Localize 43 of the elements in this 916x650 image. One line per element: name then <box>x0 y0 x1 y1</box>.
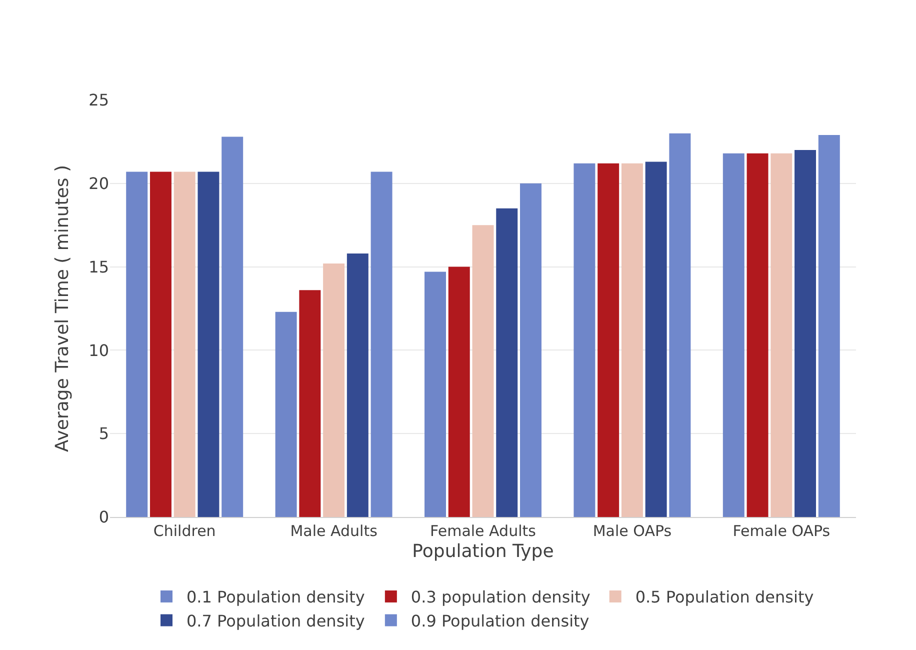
y-tick-label: 20 <box>88 174 109 193</box>
bar <box>222 136 244 517</box>
y-tick-label: 25 <box>88 90 109 110</box>
bar <box>370 172 392 517</box>
bar <box>346 253 368 517</box>
bar <box>472 225 494 517</box>
y-axis-title: Average Travel Time ( minutes ) <box>52 165 73 452</box>
y-tick-label: 0 <box>98 508 109 527</box>
bar <box>496 208 518 517</box>
bar <box>448 266 470 517</box>
bar <box>669 133 691 517</box>
bar <box>794 150 816 517</box>
y-tick-label: 5 <box>98 424 109 444</box>
bar <box>299 290 321 517</box>
y-tick-label: 15 <box>88 257 109 276</box>
bar <box>198 172 220 517</box>
legend-label: 0.9 Population density <box>410 611 590 630</box>
bar <box>621 163 643 517</box>
bar <box>574 163 596 517</box>
bar <box>323 263 345 517</box>
bar <box>126 172 148 517</box>
bar <box>150 172 172 517</box>
bar <box>275 312 297 517</box>
bar <box>424 272 446 517</box>
legend-label: 0.1 Population density <box>186 588 365 607</box>
x-axis-title: Population Type <box>412 541 554 562</box>
x-tick-label: Male OAPs <box>592 522 672 540</box>
x-tick-label: Female Adults <box>430 522 536 540</box>
legend-label: 0.5 Population density <box>635 588 814 607</box>
bar <box>598 163 620 517</box>
x-tick-label: Male Adults <box>290 522 378 540</box>
bar <box>818 135 840 517</box>
legend-label: 0.7 Population density <box>186 611 365 630</box>
bar <box>520 183 542 517</box>
x-tick-label: Female OAPs <box>732 522 830 540</box>
y-tick-label: 10 <box>88 340 109 360</box>
bar <box>174 172 196 517</box>
x-tick-label: Children <box>153 522 216 540</box>
bar <box>746 153 768 517</box>
bar <box>770 153 792 517</box>
bar <box>645 162 667 517</box>
bar <box>722 153 744 517</box>
legend-label: 0.3 population density <box>410 588 590 607</box>
